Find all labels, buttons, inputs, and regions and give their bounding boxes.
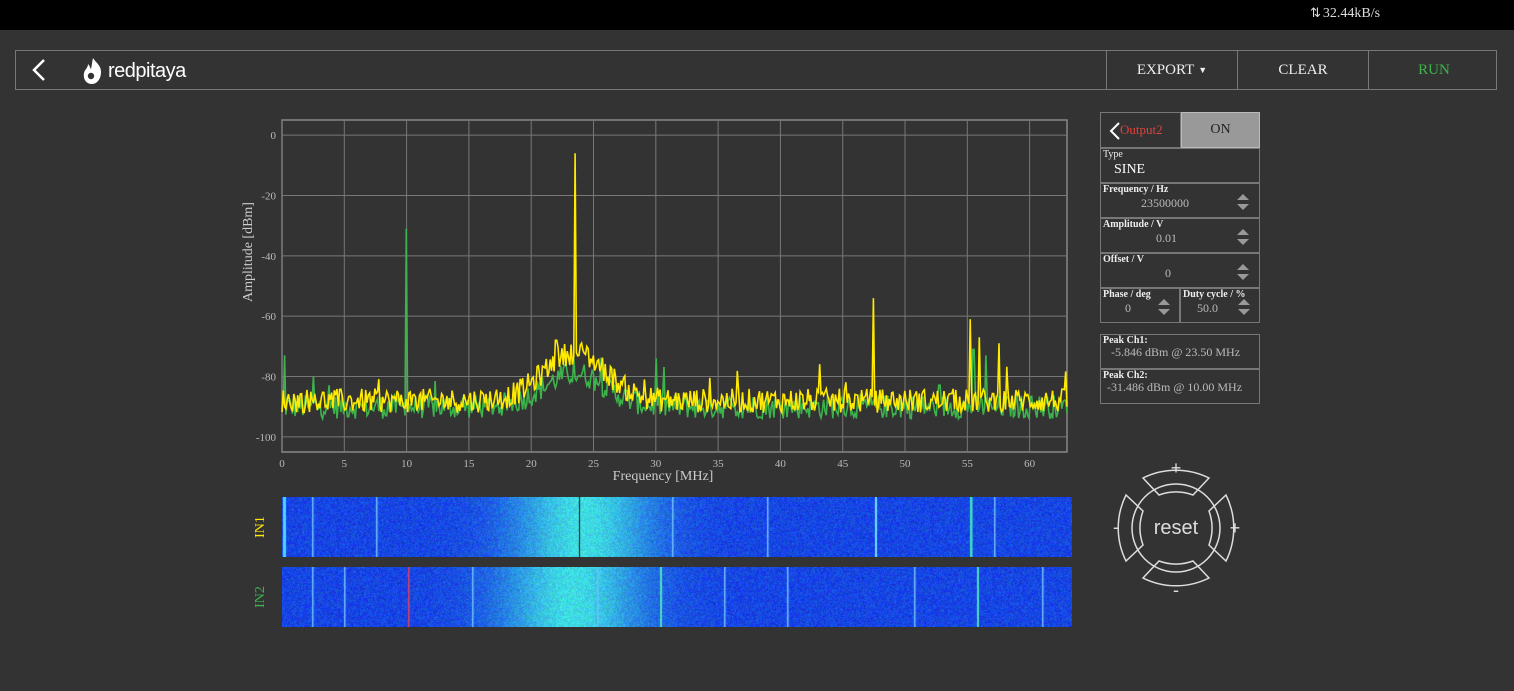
status-bar: ⇅ 32.44kB/s (0, 0, 1514, 30)
zoom-top-label: + (1171, 458, 1182, 478)
amplitude-spinner-icon[interactable] (1236, 228, 1250, 246)
zoom-control: + - - + reset (1098, 450, 1254, 606)
y-tick-label: 0 (271, 130, 277, 142)
x-tick-label: 40 (775, 458, 787, 470)
waterfall-in2-label: IN2 (253, 582, 273, 612)
y-tick-label: -40 (261, 251, 276, 263)
y-tick-label: -60 (261, 311, 276, 323)
offset-label: Offset / V (1103, 254, 1144, 265)
frequency-spinner-icon[interactable] (1236, 193, 1250, 211)
output-on-button[interactable]: ON (1181, 112, 1260, 148)
duty-cycle-spinner-icon[interactable] (1237, 298, 1251, 316)
zoom-right-label: + (1230, 518, 1241, 538)
amplitude-label: Amplitude / V (1103, 219, 1163, 230)
phase-field[interactable]: Phase / deg 0 (1100, 288, 1180, 323)
x-tick-label: 10 (401, 458, 413, 470)
peak-ch2: Peak Ch2: -31.486 dBm @ 10.00 MHz (1100, 369, 1260, 404)
export-button[interactable]: EXPORT ▼ (1106, 51, 1237, 89)
amplitude-field[interactable]: Amplitude / V 0.01 (1100, 218, 1260, 253)
zoom-left-label: - (1113, 517, 1119, 537)
y-tick-label: -80 (261, 372, 276, 384)
y-axis-label: Amplitude [dBm] (241, 202, 256, 302)
peak-ch1: Peak Ch1: -5.846 dBm @ 23.50 MHz (1100, 334, 1260, 369)
x-tick-label: 60 (1024, 458, 1036, 470)
x-tick-label: 25 (588, 458, 600, 470)
amplitude-value[interactable]: 0.01 (1156, 231, 1177, 246)
output2-tab[interactable]: Output2 (1100, 112, 1181, 148)
y-tick-label: -100 (256, 432, 277, 444)
output2-label: Output2 (1120, 122, 1163, 138)
y-tick-label: -20 (261, 190, 276, 202)
logo: redpitaya (80, 55, 186, 87)
reset-label: reset (1154, 517, 1199, 539)
waterfall-in2 (282, 567, 1072, 627)
x-tick-label: 20 (526, 458, 538, 470)
peak-ch1-value: -5.846 dBm @ 23.50 MHz (1111, 345, 1240, 360)
run-button[interactable]: RUN (1368, 51, 1499, 89)
spectrum-plot[interactable]: 0 5 10 15 20 25 30 35 40 45 50 55 600-20-40-60-80-10… (230, 112, 1080, 487)
x-tick-label: 15 (463, 458, 475, 470)
frequency-label: Frequency / Hz (1103, 184, 1168, 195)
offset-value[interactable]: 0 (1165, 266, 1171, 281)
flame-logo-icon (80, 56, 106, 86)
logo-text: redpitaya (108, 60, 186, 83)
frequency-value[interactable]: 23500000 (1141, 196, 1189, 211)
waterfall-in1-label: IN1 (253, 512, 273, 542)
phase-value[interactable]: 0 (1125, 301, 1131, 316)
x-tick-label: 50 (900, 458, 912, 470)
clear-label: CLEAR (1278, 62, 1327, 79)
header-bar: redpitaya EXPORT ▼ CLEAR RUN (15, 50, 1497, 90)
caret-down-icon: ▼ (1198, 65, 1207, 75)
x-tick-label: 45 (837, 458, 849, 470)
x-axis-label: Frequency [MHz] (613, 469, 714, 484)
data-rate: ⇅ 32.44kB/s (1310, 6, 1380, 22)
clear-button[interactable]: CLEAR (1237, 51, 1368, 89)
frequency-field[interactable]: Frequency / Hz 23500000 (1100, 183, 1260, 218)
x-tick-label: 5 (342, 458, 348, 470)
transfer-arrows-icon: ⇅ (1310, 6, 1321, 21)
duty-cycle-value[interactable]: 50.0 (1197, 301, 1218, 316)
type-select[interactable]: Type SINE (1100, 148, 1260, 183)
type-value: SINE (1114, 162, 1145, 178)
duty-cycle-field[interactable]: Duty cycle / % 50.0 (1180, 288, 1260, 323)
x-tick-label: 0 (279, 458, 285, 470)
phase-spinner-icon[interactable] (1157, 298, 1171, 316)
peak-ch2-value: -31.486 dBm @ 10.00 MHz (1107, 380, 1242, 395)
export-label: EXPORT (1137, 62, 1194, 79)
back-arrow-icon[interactable] (28, 56, 52, 84)
phase-label: Phase / deg (1103, 289, 1151, 300)
x-tick-label: 55 (962, 458, 974, 470)
waterfall-in1 (282, 497, 1072, 557)
offset-field[interactable]: Offset / V 0 (1100, 253, 1260, 288)
type-label: Type (1103, 149, 1123, 160)
run-label: RUN (1418, 62, 1450, 79)
offset-spinner-icon[interactable] (1236, 263, 1250, 281)
x-tick-label: 35 (713, 458, 725, 470)
zoom-bottom-label: - (1173, 580, 1179, 600)
data-rate-value: 32.44kB/s (1323, 6, 1380, 21)
